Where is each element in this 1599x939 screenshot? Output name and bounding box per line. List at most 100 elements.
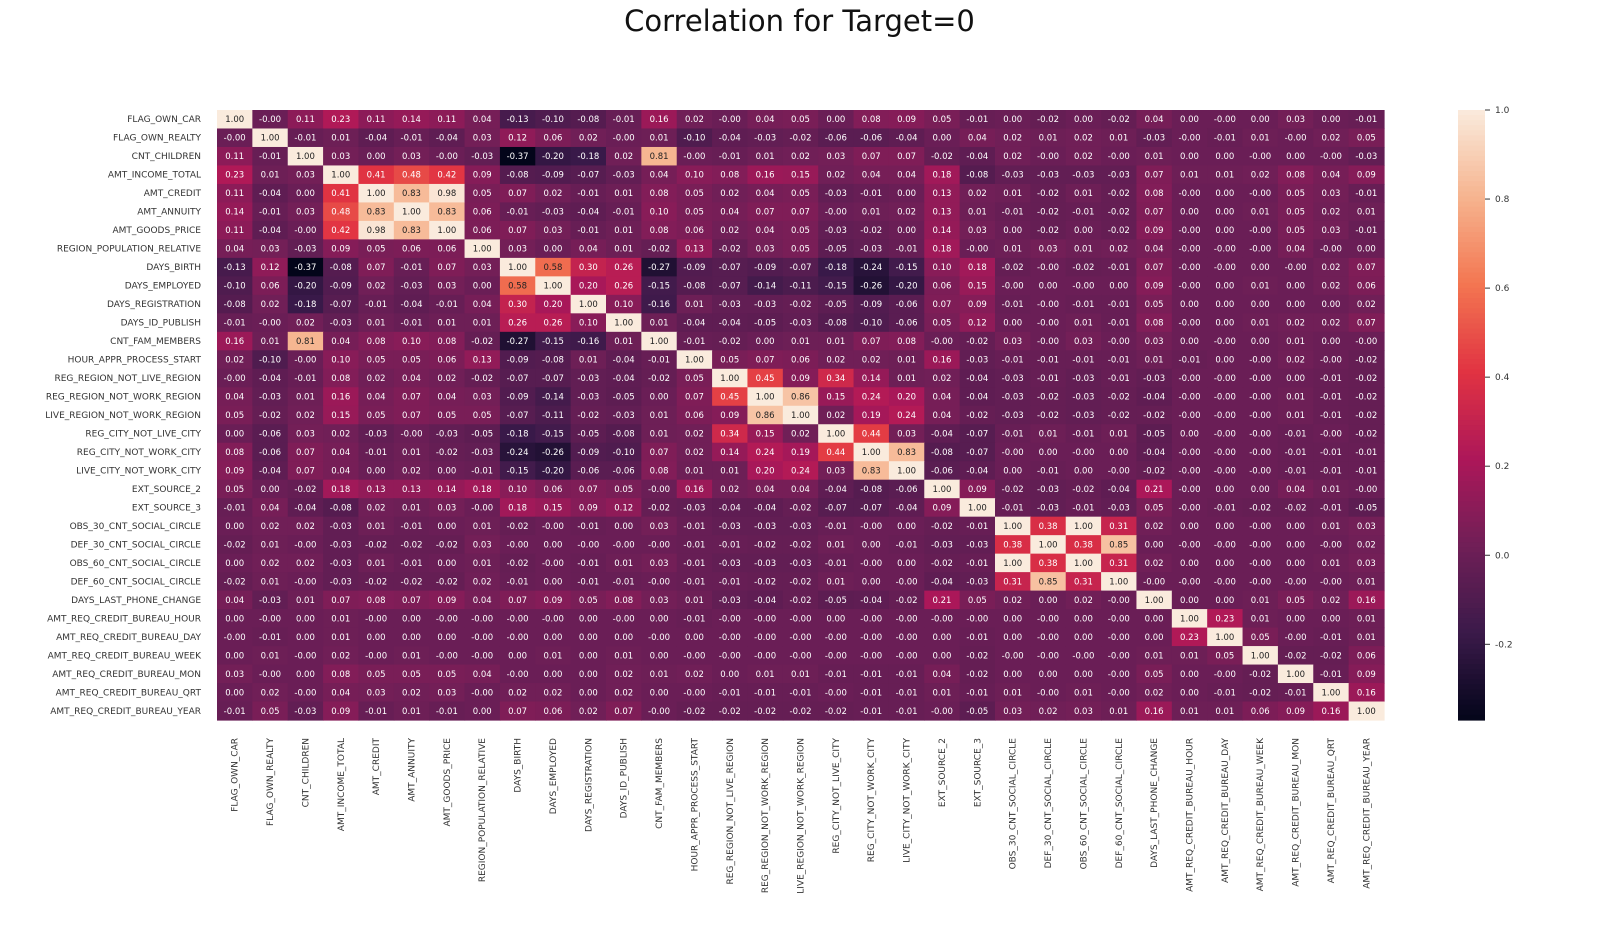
column-tick-label: REG_CITY_NOT_WORK_CITY (867, 737, 877, 862)
cell-value-label: -0.01 (683, 559, 705, 569)
cell-value-label: -0.02 (1355, 393, 1377, 403)
cell-value-label: 0.04 (756, 226, 775, 236)
cell-value-label: 0.01 (826, 577, 845, 587)
heatmap-cell (1065, 110, 1102, 130)
heatmap-cell (252, 294, 289, 314)
cell-value-label: 0.04 (756, 115, 775, 125)
cell-value-label: -0.00 (1072, 448, 1094, 458)
heatmap-cell (393, 368, 430, 388)
cell-value-label: -0.00 (294, 356, 316, 366)
cell-value-label: 0.01 (756, 670, 775, 680)
row-tick-label: DAYS_REGISTRATION (107, 300, 201, 310)
colorbar-segment (1458, 557, 1485, 564)
row-tick-label: CNT_CHILDREN (132, 152, 201, 162)
cell-value-label: 1.00 (826, 429, 845, 439)
cell-value-label: 0.21 (932, 596, 951, 606)
cell-value-label: 0.81 (296, 337, 315, 347)
cell-value-label: -0.02 (294, 485, 316, 495)
cell-value-label: -0.08 (931, 448, 953, 458)
cell-value-label: -0.02 (931, 559, 953, 569)
cell-value-label: 0.01 (650, 319, 669, 329)
cell-value-label: 0.11 (225, 226, 244, 236)
heatmap-cell (712, 313, 749, 333)
heatmap-cell (287, 313, 324, 333)
cell-value-label: 0.20 (897, 393, 916, 403)
cell-value-label: 0.83 (862, 466, 881, 476)
colorbar-segment (1458, 333, 1485, 340)
cell-value-label: 0.06 (1357, 282, 1376, 292)
heatmap-cell (924, 165, 961, 185)
heatmap-cell (464, 313, 501, 333)
cell-value-label: -0.00 (754, 651, 776, 661)
heatmap-cell (818, 202, 855, 222)
colorbar-segment (1458, 318, 1485, 325)
cell-value-label: -0.01 (401, 559, 423, 569)
heatmap-cell (959, 313, 996, 333)
cell-value-label: -0.00 (542, 522, 564, 532)
colorbar-segment (1458, 262, 1485, 269)
cell-value-label: 0.05 (367, 245, 386, 255)
cell-value-label: 0.01 (1180, 171, 1199, 181)
cell-value-label: 0.09 (1357, 171, 1376, 181)
heatmap-cell (1101, 294, 1138, 314)
cell-value-label: 0.00 (1039, 596, 1058, 606)
cell-value-label: 0.01 (826, 337, 845, 347)
cell-value-label: -0.01 (1320, 633, 1342, 643)
heatmap-cell (464, 110, 501, 130)
cell-value-label: 0.00 (1215, 522, 1234, 532)
heatmap-cell (924, 239, 961, 259)
heatmap-cell (323, 368, 360, 388)
heatmap-cell (252, 110, 289, 130)
cell-value-label: -0.02 (966, 411, 988, 421)
heatmap-cell (1348, 350, 1385, 370)
heatmap-cell (570, 128, 607, 148)
cell-value-label: 0.04 (261, 503, 280, 513)
heatmap-cell (1030, 276, 1067, 296)
cell-value-label: 0.01 (579, 356, 598, 366)
cell-value-label: -0.03 (259, 393, 281, 403)
cell-value-label: -0.01 (1355, 189, 1377, 199)
cell-value-label: -0.01 (507, 208, 529, 218)
cell-value-label: -0.00 (542, 559, 564, 569)
heatmap-cell (358, 239, 395, 259)
cell-value-label: 0.01 (720, 466, 739, 476)
heatmap-cell (1065, 183, 1102, 204)
cell-value-label: -0.03 (294, 245, 316, 255)
heatmap-cell (499, 276, 536, 296)
cell-value-label: 0.06 (543, 707, 562, 717)
cell-value-label: 0.03 (1003, 337, 1022, 347)
colorbar-segment (1458, 430, 1485, 436)
cell-value-label: 0.23 (225, 171, 244, 181)
cell-value-label: 0.02 (968, 189, 987, 199)
column-tick-label: REG_REGION_NOT_WORK_REGION (761, 738, 771, 893)
cell-value-label: 0.07 (331, 596, 350, 606)
heatmap-cell (429, 331, 466, 351)
heatmap-cell (888, 368, 925, 388)
column-tick-label: OBS_60_CNT_SOCIAL_CIRCLE (1079, 738, 1089, 870)
heatmap-cell (1313, 239, 1350, 259)
cell-value-label: 0.00 (897, 559, 916, 569)
heatmap-cell (1207, 165, 1244, 185)
cell-value-label: 1.00 (1180, 614, 1199, 624)
cell-value-label: -0.04 (613, 374, 635, 384)
cell-value-label: -0.07 (719, 263, 741, 273)
cell-value-label: 0.02 (685, 115, 704, 125)
cell-value-label: -0.00 (1214, 429, 1236, 439)
heatmap-cell (1242, 165, 1279, 185)
cell-value-label: 0.42 (331, 226, 350, 236)
heatmap-cell (782, 313, 819, 333)
cell-value-label: -0.02 (1108, 411, 1130, 421)
heatmap-cell (1207, 313, 1244, 333)
heatmap-cell (499, 331, 536, 351)
cell-value-label: -0.03 (966, 540, 988, 550)
row-tick-label: CNT_FAM_MEMBERS (110, 337, 201, 347)
heatmap-cell (606, 331, 642, 351)
cell-value-label: -0.01 (1072, 429, 1094, 439)
cell-value-label: -0.01 (259, 208, 281, 218)
cell-value-label: -0.04 (365, 134, 387, 144)
heatmap-cell (676, 202, 713, 222)
cell-value-label: -0.01 (401, 319, 423, 329)
cell-value-label: 0.01 (1251, 282, 1270, 292)
cell-value-label: 0.01 (367, 559, 386, 569)
cell-value-label: 0.02 (473, 577, 492, 587)
